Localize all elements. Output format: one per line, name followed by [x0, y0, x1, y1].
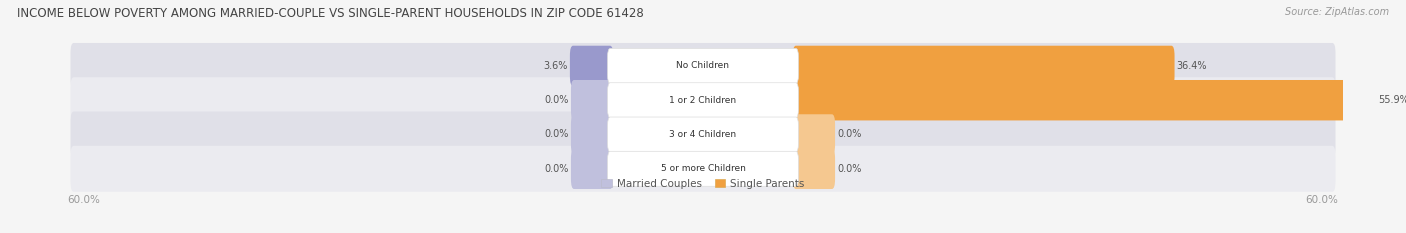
Text: 36.4%: 36.4% — [1177, 61, 1208, 71]
Text: No Children: No Children — [676, 62, 730, 70]
Text: 0.0%: 0.0% — [544, 164, 569, 174]
FancyBboxPatch shape — [607, 83, 799, 118]
Text: 3.6%: 3.6% — [544, 61, 568, 71]
FancyBboxPatch shape — [793, 114, 835, 155]
FancyBboxPatch shape — [70, 77, 1336, 123]
Text: 0.0%: 0.0% — [837, 130, 862, 140]
Text: 1 or 2 Children: 1 or 2 Children — [669, 96, 737, 105]
FancyBboxPatch shape — [607, 48, 799, 83]
FancyBboxPatch shape — [70, 43, 1336, 89]
FancyBboxPatch shape — [569, 46, 613, 86]
Text: 0.0%: 0.0% — [837, 164, 862, 174]
Text: 0.0%: 0.0% — [544, 130, 569, 140]
FancyBboxPatch shape — [70, 146, 1336, 192]
FancyBboxPatch shape — [571, 149, 613, 189]
FancyBboxPatch shape — [571, 114, 613, 155]
FancyBboxPatch shape — [571, 80, 613, 120]
FancyBboxPatch shape — [793, 46, 1174, 86]
Text: 3 or 4 Children: 3 or 4 Children — [669, 130, 737, 139]
Text: 5 or more Children: 5 or more Children — [661, 164, 745, 173]
Text: 0.0%: 0.0% — [544, 95, 569, 105]
FancyBboxPatch shape — [793, 80, 1375, 120]
FancyBboxPatch shape — [793, 149, 835, 189]
FancyBboxPatch shape — [607, 151, 799, 186]
Text: 55.9%: 55.9% — [1378, 95, 1406, 105]
FancyBboxPatch shape — [70, 112, 1336, 158]
Legend: Married Couples, Single Parents: Married Couples, Single Parents — [602, 179, 804, 189]
Text: Source: ZipAtlas.com: Source: ZipAtlas.com — [1285, 7, 1389, 17]
FancyBboxPatch shape — [607, 117, 799, 152]
Text: INCOME BELOW POVERTY AMONG MARRIED-COUPLE VS SINGLE-PARENT HOUSEHOLDS IN ZIP COD: INCOME BELOW POVERTY AMONG MARRIED-COUPL… — [17, 7, 644, 20]
